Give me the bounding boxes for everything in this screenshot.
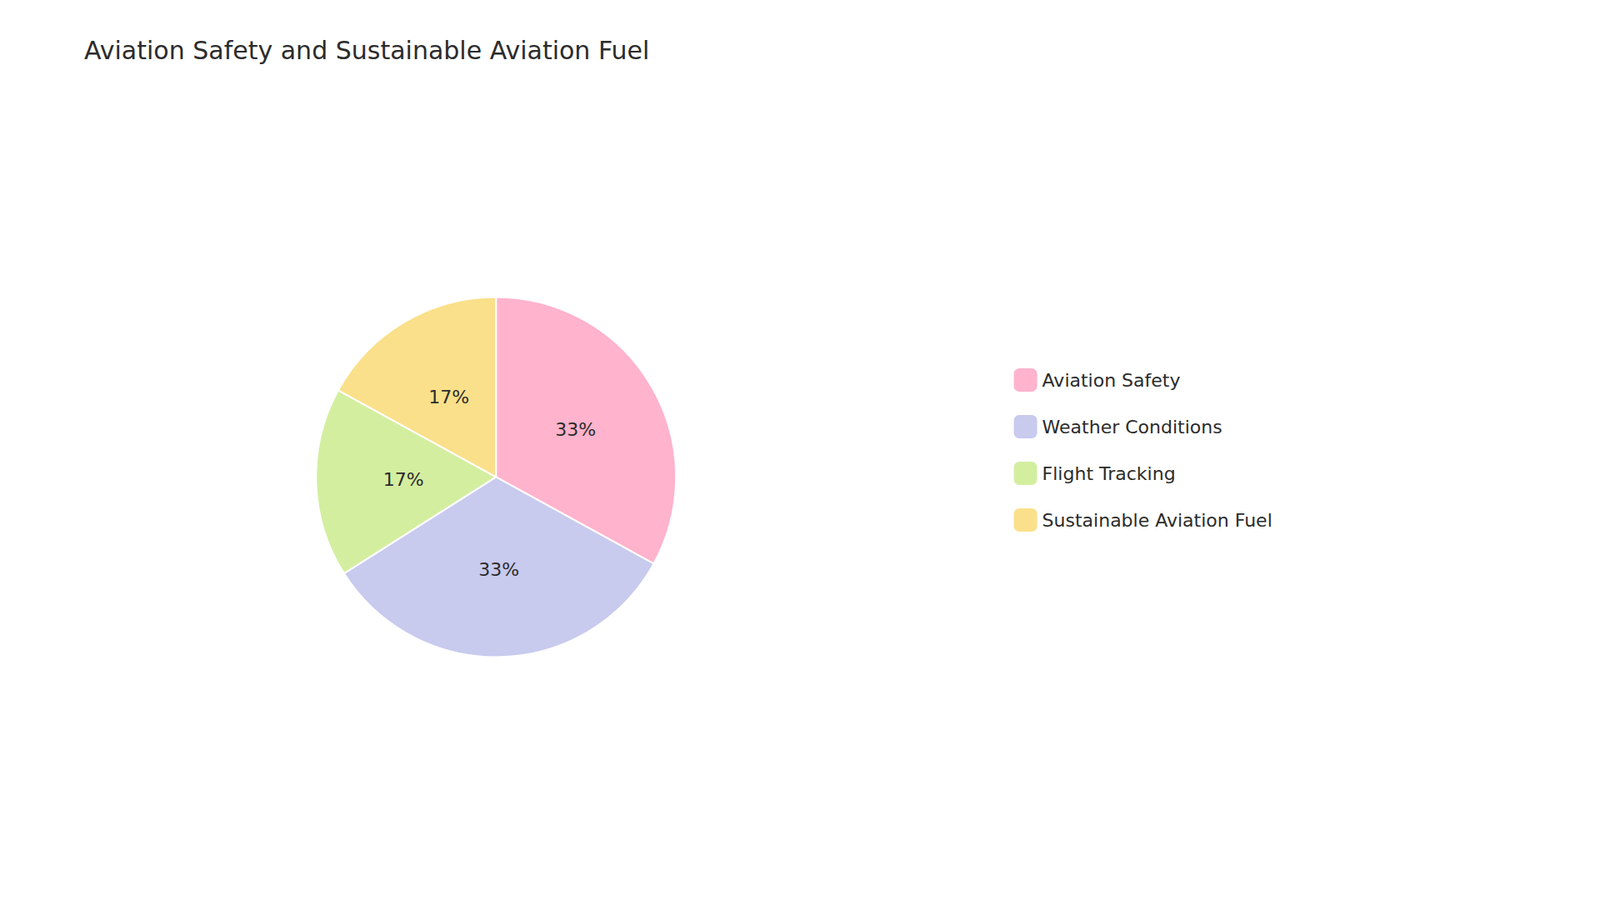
svg-text:Sustainable Aviation Fuel: Sustainable Aviation Fuel [1042,510,1273,531]
svg-text:Weather Conditions: Weather Conditions [1042,416,1223,438]
svg-text:17%: 17% [383,469,425,490]
svg-text:33%: 33% [555,419,596,440]
svg-text:Aviation Safety and Sustainabl: Aviation Safety and Sustainable Aviation… [84,35,650,65]
svg-text:Flight Tracking: Flight Tracking [1042,463,1176,485]
svg-text:33%: 33% [478,559,520,580]
svg-text:Aviation Safety: Aviation Safety [1042,370,1181,391]
svg-text:17%: 17% [428,386,470,408]
